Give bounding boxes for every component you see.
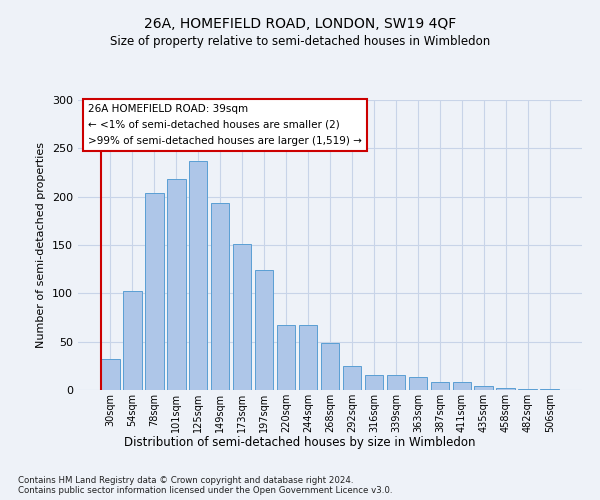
Bar [541,389,559,390]
Text: 26A, HOMEFIELD ROAD, LONDON, SW19 4QF: 26A, HOMEFIELD ROAD, LONDON, SW19 4QF [144,18,456,32]
Bar [167,180,185,390]
Bar [518,389,537,390]
Bar [299,325,317,390]
Bar [343,366,361,390]
Bar [320,342,340,390]
Bar [365,374,383,390]
Bar [101,359,119,390]
Bar [211,204,229,390]
Bar [431,382,449,390]
Bar [189,161,208,390]
Bar [123,292,142,390]
Bar [277,325,295,390]
Text: Size of property relative to semi-detached houses in Wimbledon: Size of property relative to semi-detach… [110,35,490,48]
Bar [386,374,405,390]
Bar [452,382,471,390]
Bar [496,388,515,390]
Y-axis label: Number of semi-detached properties: Number of semi-detached properties [37,142,46,348]
Bar [409,378,427,390]
Text: Distribution of semi-detached houses by size in Wimbledon: Distribution of semi-detached houses by … [124,436,476,449]
Text: Contains HM Land Registry data © Crown copyright and database right 2024.
Contai: Contains HM Land Registry data © Crown c… [18,476,392,495]
Bar [255,270,274,390]
Bar [233,244,251,390]
Bar [475,386,493,390]
Text: 26A HOMEFIELD ROAD: 39sqm
← <1% of semi-detached houses are smaller (2)
>99% of : 26A HOMEFIELD ROAD: 39sqm ← <1% of semi-… [88,104,362,146]
Bar [145,193,164,390]
